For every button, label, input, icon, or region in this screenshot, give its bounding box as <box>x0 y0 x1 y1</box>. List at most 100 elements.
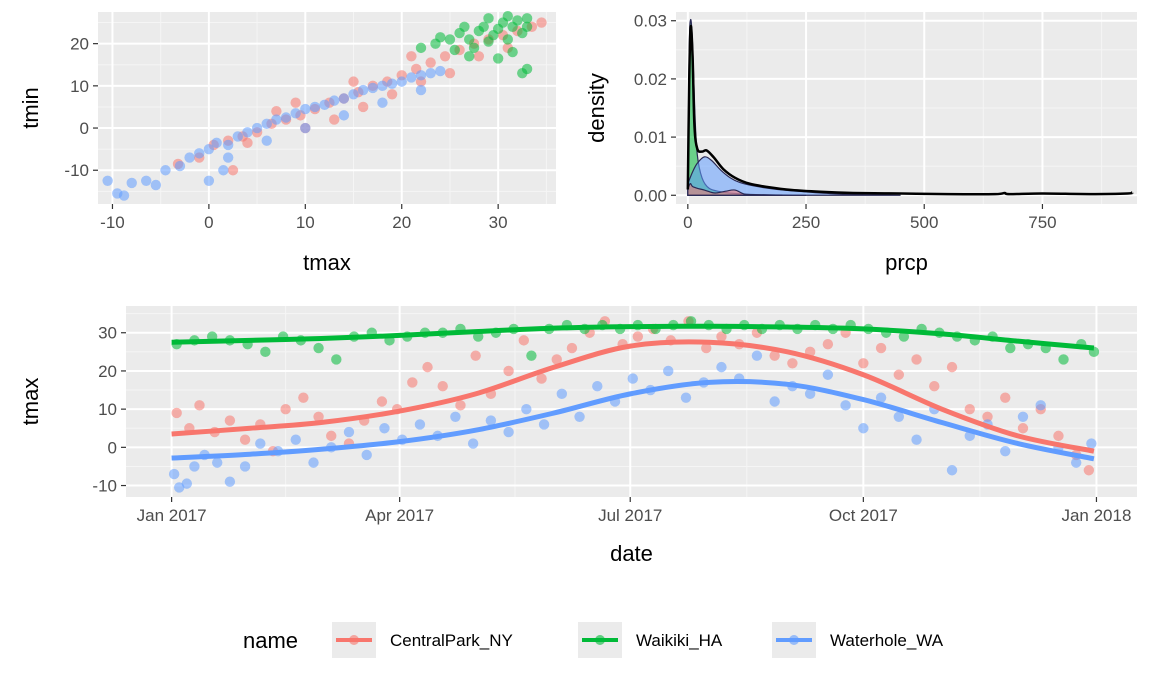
data-point-waterhole_wa <box>377 80 388 92</box>
data-point-centralpark_ny <box>536 373 547 384</box>
y-tick-label: 0.03 <box>634 12 667 31</box>
density-area-waterhole_wa <box>687 156 901 196</box>
data-point-centralpark_ny <box>964 403 975 415</box>
y-tick-label: 10 <box>70 77 89 96</box>
data-point-centralpark_ny <box>1000 392 1011 403</box>
data-point-waterhole_wa <box>280 112 292 123</box>
legend-key-point <box>595 635 605 645</box>
data-point-centralpark_ny <box>701 342 712 354</box>
data-point-waterhole_wa <box>290 434 301 445</box>
data-point-waterhole_wa <box>1000 445 1011 457</box>
legend-item-centralpark: CentralPark_NY <box>332 622 513 658</box>
data-point-waikiki_ha <box>521 21 533 32</box>
data-point-waterhole_wa <box>663 365 674 377</box>
y-tick-label: 0 <box>108 438 117 457</box>
data-point-waterhole_wa <box>538 419 550 430</box>
data-point-waikiki_ha <box>492 53 504 64</box>
data-point-waterhole_wa <box>769 396 780 407</box>
data-point-waterhole_wa <box>222 139 234 151</box>
data-point-waikiki_ha <box>1058 354 1069 365</box>
data-point-waterhole_wa <box>251 122 263 134</box>
data-point-waterhole_wa <box>361 449 372 461</box>
data-point-centralpark_ny <box>290 97 301 108</box>
data-point-waterhole_wa <box>168 468 180 480</box>
data-point-waterhole_wa <box>126 177 137 189</box>
data-point-waterhole_wa <box>467 438 479 449</box>
data-point-waikiki_ha <box>449 44 460 56</box>
legend: name CentralPark_NY Waikiki_HA Waterhole… <box>243 622 944 658</box>
x-tick-label: Jul 2017 <box>598 506 662 525</box>
x-tick-label: 20 <box>392 213 411 232</box>
data-point-centralpark_ny <box>407 377 418 388</box>
data-point-waikiki_ha <box>898 331 910 342</box>
data-point-waterhole_wa <box>556 388 568 400</box>
data-point-waterhole_wa <box>181 478 193 489</box>
prcp-density-panel: 0 250 500 750 0.00 0.01 0.02 0.03 prcp density <box>584 12 1137 275</box>
data-point-waterhole_wa <box>224 476 236 487</box>
legend-key-point <box>349 635 359 645</box>
data-point-waikiki_ha <box>526 350 537 361</box>
data-point-waterhole_wa <box>592 381 603 392</box>
smooth-line-waterhole_wa <box>171 379 1095 462</box>
data-point-waikiki_ha <box>521 63 533 75</box>
y-tick-label: 20 <box>70 35 89 54</box>
data-point-waterhole_wa <box>222 152 234 163</box>
data-point-waterhole_wa <box>308 457 319 468</box>
data-point-waterhole_wa <box>386 78 398 89</box>
data-point-waterhole_wa <box>716 361 727 373</box>
y-tick-label: -10 <box>64 161 89 180</box>
x-tick-label: 250 <box>792 213 820 232</box>
data-point-centralpark_ny <box>632 331 644 342</box>
tmax-timeseries-panel: Jan 2017 Apr 2017 Jul 2017 Oct 2017 Jan 2018… <box>18 306 1137 566</box>
data-point-centralpark_ny <box>298 392 309 403</box>
data-point-waterhole_wa <box>184 152 195 163</box>
data-point-waikiki_ha <box>464 34 475 45</box>
data-point-waikiki_ha <box>502 34 513 45</box>
y-tick-label: -10 <box>92 477 117 496</box>
data-point-centralpark_ny <box>551 354 562 365</box>
data-point-waterhole_wa <box>348 89 359 100</box>
data-point-waterhole_wa <box>425 67 436 79</box>
data-point-centralpark_ny <box>822 339 834 350</box>
data-point-waterhole_wa <box>343 426 355 438</box>
data-point-waterhole_wa <box>893 411 905 422</box>
data-point-waterhole_wa <box>627 373 638 384</box>
x-tick-label: Oct 2017 <box>829 506 898 525</box>
data-point-waikiki_ha <box>415 42 427 54</box>
data-point-waterhole_wa <box>160 165 171 176</box>
data-point-waterhole_wa <box>203 175 215 186</box>
y-tick-label: 0 <box>80 119 89 138</box>
data-point-waterhole_wa <box>338 110 350 121</box>
data-point-centralpark_ny <box>1083 465 1095 476</box>
data-point-centralpark_ny <box>271 105 282 117</box>
data-point-waterhole_wa <box>232 131 244 142</box>
data-point-waterhole_wa <box>174 160 186 172</box>
data-point-centralpark_ny <box>386 89 398 100</box>
data-point-waterhole_wa <box>875 392 887 403</box>
data-point-waikiki_ha <box>1005 342 1016 354</box>
data-point-waterhole_wa <box>255 438 266 449</box>
data-point-waikiki_ha <box>483 13 494 24</box>
data-point-centralpark_ny <box>536 17 547 28</box>
density-area-centralpark_ny <box>687 182 783 196</box>
data-point-centralpark_ny <box>376 396 388 407</box>
data-point-waikiki_ha <box>313 342 324 354</box>
x-tick-label: 0 <box>204 213 213 232</box>
data-point-waterhole_wa <box>574 411 585 422</box>
x-axis-title: prcp <box>885 250 928 275</box>
data-point-centralpark_ny <box>875 342 887 354</box>
data-point-waterhole_wa <box>150 179 162 191</box>
data-point-waterhole_wa <box>271 114 282 125</box>
data-point-centralpark_ny <box>858 358 869 369</box>
x-tick-label: Jan 2017 <box>137 506 207 525</box>
data-point-waterhole_wa <box>290 108 301 119</box>
x-tick-label: 750 <box>1028 213 1056 232</box>
x-tick-label: -10 <box>100 213 125 232</box>
y-axis-title: density <box>584 73 609 143</box>
data-point-centralpark_ny <box>503 365 514 377</box>
x-tick-label: Jan 2018 <box>1061 506 1131 525</box>
data-point-waterhole_wa <box>414 419 426 430</box>
data-point-waterhole_wa <box>485 415 497 426</box>
data-point-waikiki_ha <box>459 21 470 32</box>
data-point-centralpark_ny <box>473 51 485 62</box>
